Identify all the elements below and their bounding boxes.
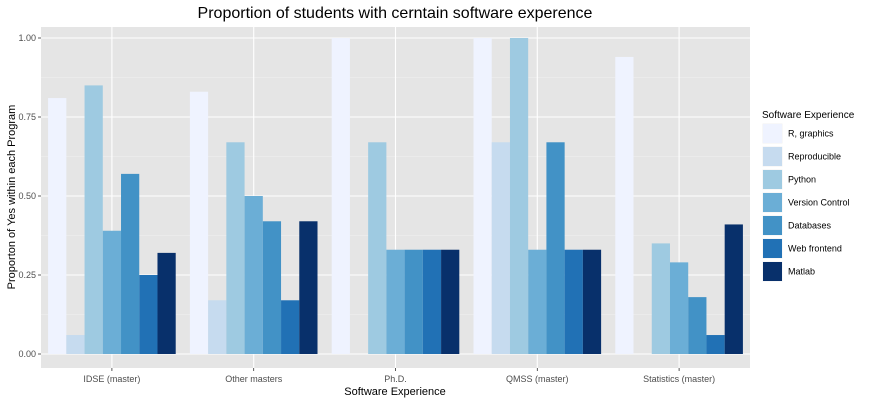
legend-title: Software Experience [762, 110, 855, 121]
x-axis: IDSE (master) Other masters Ph.D. QMSS (mas… [83, 368, 715, 384]
legend-swatch [763, 124, 782, 143]
bar-reproducible-1 [208, 300, 227, 354]
bar-python-2 [368, 142, 387, 354]
legend-label: Matlab [788, 267, 815, 277]
x-axis-title: Software Experience [344, 386, 446, 398]
bar-reproducible-3 [491, 142, 510, 354]
x-tick-label: IDSE (master) [83, 374, 140, 384]
bar-databases-0 [121, 173, 140, 354]
y-tick-label: 0.50 [18, 191, 36, 201]
bar-matlab-2 [441, 249, 460, 354]
y-tick-label: 0.00 [18, 349, 36, 359]
bar-r-graphics-2 [331, 38, 350, 354]
bar-python-3 [509, 38, 529, 354]
bar-databases-1 [262, 221, 282, 354]
legend-label: Databases [788, 221, 832, 231]
bar-matlab-0 [157, 252, 176, 354]
x-tick-label: Ph.D. [384, 374, 407, 384]
bar-databases-3 [546, 142, 565, 354]
legend-label: Web frontend [788, 244, 842, 254]
x-tick-label: QMSS (master) [506, 374, 569, 384]
bar-r-graphics-4 [615, 56, 634, 355]
bar-python-1 [226, 142, 245, 354]
bar-web-frontend-3 [564, 249, 583, 354]
legend-swatch [763, 216, 782, 235]
bar-web-frontend-1 [281, 300, 300, 354]
bar-reproducible-0 [66, 335, 85, 354]
y-tick-label: 1.00 [18, 33, 36, 43]
bar-version-control-4 [669, 262, 689, 354]
legend-label: R, graphics [788, 129, 834, 139]
bar-matlab-1 [299, 221, 318, 354]
bar-matlab-3 [582, 249, 602, 354]
chart-title: Proportion of students with cerntain sof… [198, 5, 593, 22]
legend-swatch [763, 262, 782, 281]
x-tick-label: Other masters [225, 374, 283, 384]
y-axis: 0.00 0.25 0.50 0.75 1.00 [18, 33, 41, 359]
bar-r-graphics-0 [48, 98, 67, 354]
y-tick-label: 0.25 [18, 270, 36, 280]
bar-web-frontend-0 [139, 275, 158, 354]
bar-version-control-0 [102, 230, 122, 354]
bar-web-frontend-4 [706, 335, 725, 354]
bars-layer [48, 38, 743, 355]
bar-r-graphics-3 [473, 38, 492, 354]
bar-version-control-3 [528, 249, 547, 354]
bar-r-graphics-1 [189, 91, 209, 354]
bar-databases-2 [404, 249, 423, 354]
bar-matlab-4 [724, 224, 743, 354]
y-tick-label: 0.75 [18, 112, 36, 122]
bar-databases-4 [688, 297, 707, 354]
bar-web-frontend-2 [422, 249, 442, 354]
bar-version-control-2 [386, 249, 405, 354]
bar-python-4 [651, 243, 670, 354]
legend: Software Experience R, graphics Reproduci… [761, 110, 855, 283]
legend-swatch [763, 147, 782, 166]
legend-swatch [763, 193, 782, 212]
x-tick-label: Statistics (master) [643, 374, 715, 384]
legend-label: Reproducible [788, 152, 841, 162]
legend-swatch [763, 239, 782, 258]
y-axis-title: Proporton of Yes within each Program [6, 105, 18, 290]
legend-items: R, graphics Reproducible Python Version Con… [761, 122, 850, 283]
bar-python-0 [84, 85, 103, 355]
legend-label: Python [788, 175, 816, 185]
legend-label: Version Control [788, 198, 850, 208]
bar-version-control-1 [244, 196, 263, 354]
legend-swatch [763, 170, 782, 189]
